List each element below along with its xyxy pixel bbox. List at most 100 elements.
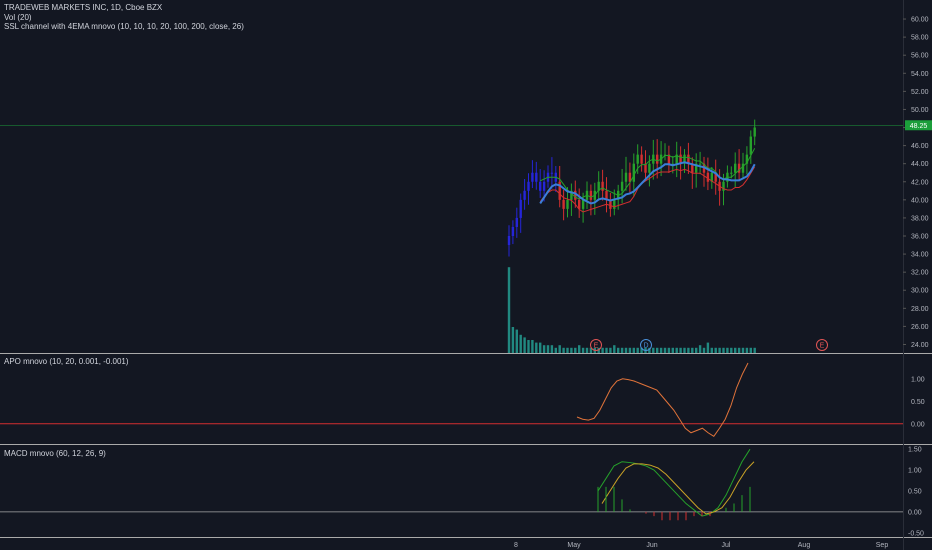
candle-body xyxy=(515,217,518,227)
candle-body xyxy=(581,199,585,209)
volume-bar xyxy=(640,347,643,353)
candle-body xyxy=(640,154,643,164)
volume-bar xyxy=(683,347,686,353)
candle-body xyxy=(675,154,678,164)
candle-body xyxy=(734,163,737,173)
volume-bar xyxy=(620,347,624,353)
candle-body xyxy=(667,154,671,164)
event-marker-label: E xyxy=(820,343,825,350)
volume-bar xyxy=(562,347,565,353)
time-axis-label: Sep xyxy=(876,542,889,549)
volume-bar xyxy=(515,329,518,353)
macd-tick-label: 0.50 xyxy=(908,489,922,496)
candle-body xyxy=(566,199,569,209)
price-tick-label: 28.00 xyxy=(911,306,929,313)
volume-bar xyxy=(507,267,511,353)
price-tick-label: 60.00 xyxy=(911,17,929,24)
price-tick-label: 26.00 xyxy=(911,324,929,331)
volume-bar xyxy=(617,347,620,353)
candle-body xyxy=(531,172,534,182)
volume-bar xyxy=(632,347,635,353)
volume-bar xyxy=(519,334,522,353)
ema-slow-line xyxy=(539,166,756,213)
volume-bar xyxy=(550,345,554,353)
candle-body xyxy=(679,154,682,164)
volume-bar xyxy=(574,347,577,353)
candle-body xyxy=(656,154,659,164)
volume-bar xyxy=(734,347,737,353)
volume-bar xyxy=(585,347,589,353)
price-tick-label: 44.00 xyxy=(911,161,929,168)
candle-body xyxy=(671,163,674,165)
event-marker-label: E xyxy=(594,343,599,350)
signal-line xyxy=(601,461,755,515)
candle-body xyxy=(609,199,612,209)
candle-body xyxy=(636,154,639,164)
candle-body xyxy=(628,172,632,182)
volume-bar xyxy=(675,347,678,353)
volume-bar xyxy=(718,347,721,353)
candle-body xyxy=(683,154,686,164)
price-tick-label: 32.00 xyxy=(911,270,929,277)
volume-bar xyxy=(554,347,557,353)
candle-body xyxy=(539,181,542,191)
last-price-badge xyxy=(905,120,932,131)
volume-bar xyxy=(597,347,600,353)
macd-tick-label: -0.50 xyxy=(908,530,924,537)
price-tick-label: 50.00 xyxy=(911,107,929,114)
macd-tick-label: 1.50 xyxy=(908,447,922,454)
candle-body xyxy=(714,172,717,182)
volume-indicator-label: Vol (20) xyxy=(4,13,32,22)
candle-body xyxy=(527,181,530,191)
ssl-indicator-label: SSL channel with 4EMA mnovo (10, 10, 10,… xyxy=(4,22,244,31)
volume-bar xyxy=(726,347,729,353)
candle-body xyxy=(601,181,604,191)
volume-bar xyxy=(558,345,561,353)
volume-bar xyxy=(710,347,713,353)
volume-bar xyxy=(581,347,585,353)
candle-body xyxy=(578,199,581,209)
candle-body xyxy=(613,199,616,209)
volume-bar xyxy=(535,342,538,353)
price-tick-label: 36.00 xyxy=(911,234,929,241)
candle-body xyxy=(550,172,554,174)
volume-bar xyxy=(589,347,593,353)
chart-title: TRADEWEB MARKETS INC, 1D, Cboe BZX xyxy=(4,3,163,12)
volume-bar xyxy=(687,347,690,353)
apo-line xyxy=(576,362,749,438)
volume-bar xyxy=(539,342,542,353)
event-marker-label: D xyxy=(643,343,648,350)
price-tick-label: 58.00 xyxy=(911,35,929,42)
time-axis-label: Jul xyxy=(722,542,731,549)
volume-bar xyxy=(691,347,694,353)
price-tick-label: 56.00 xyxy=(911,53,929,60)
volume-bar xyxy=(546,345,550,353)
candle-body xyxy=(722,181,725,191)
candle-body xyxy=(511,226,515,236)
candle-body xyxy=(695,163,698,173)
candle-body xyxy=(632,163,635,182)
volume-bar xyxy=(671,347,674,353)
macd-line xyxy=(597,448,751,517)
last-price-label: 48.25 xyxy=(910,123,928,130)
candle-body xyxy=(698,163,702,165)
price-tick-label: 34.00 xyxy=(911,252,929,259)
volume-bar xyxy=(706,342,710,353)
candle-body xyxy=(741,163,745,173)
volume-bar xyxy=(527,340,530,353)
volume-bar xyxy=(601,347,604,353)
candle-body xyxy=(648,163,651,173)
volume-bar xyxy=(714,347,717,353)
volume-bar xyxy=(531,340,534,353)
candle-body xyxy=(745,154,749,164)
macd-tick-label: 0.00 xyxy=(908,509,922,516)
volume-bar xyxy=(737,347,741,353)
price-tick-label: 30.00 xyxy=(911,288,929,295)
volume-bar xyxy=(702,347,706,353)
candle-body xyxy=(605,190,608,200)
time-axis-label: Jun xyxy=(646,542,657,549)
volume-bar xyxy=(659,347,663,353)
price-tick-label: 24.00 xyxy=(911,342,929,349)
volume-bar xyxy=(636,347,639,353)
